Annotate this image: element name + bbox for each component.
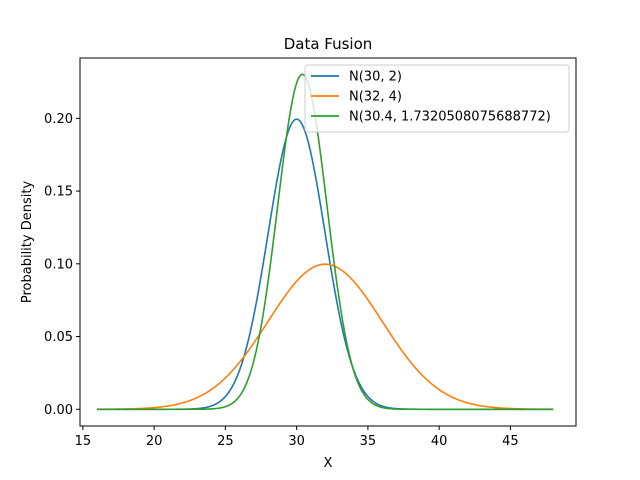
x-tick-label: 45	[502, 434, 519, 449]
x-axis-label: X	[324, 456, 333, 471]
x-tick-label: 20	[146, 434, 163, 449]
chart-title: Data Fusion	[284, 35, 373, 53]
legend-label-1: N(30, 2)	[349, 70, 402, 85]
legend: N(30, 2) N(32, 4) N(30.4, 1.73205080756887…	[304, 64, 570, 133]
y-tick-label: 0.00	[44, 403, 73, 418]
series-line-2	[97, 263, 554, 411]
x-tick-label: 35	[360, 434, 377, 449]
plot-frame	[79, 57, 577, 427]
legend-label-2: N(32, 4)	[349, 90, 402, 105]
legend-label-3: N(30.4, 1.7320508075688772)	[349, 110, 551, 125]
legend-box	[304, 64, 570, 133]
series-line-3	[97, 73, 554, 411]
x-tick-label: 15	[75, 434, 92, 449]
y-tick-label: 0.20	[44, 112, 73, 127]
y-axis: 0.00 0.05 0.10 0.15 0.20	[44, 112, 80, 418]
y-tick-label: 0.10	[44, 257, 73, 272]
series-layer	[97, 73, 554, 411]
x-tick-label: 30	[288, 434, 305, 449]
x-tick-label: 40	[431, 434, 448, 449]
x-axis: 15 20 25 30 35 40 45	[75, 426, 519, 449]
x-tick-label: 25	[217, 434, 234, 449]
y-tick-label: 0.05	[44, 330, 73, 345]
y-axis-label: Probability Density	[20, 181, 35, 304]
y-tick-label: 0.15	[44, 185, 73, 200]
